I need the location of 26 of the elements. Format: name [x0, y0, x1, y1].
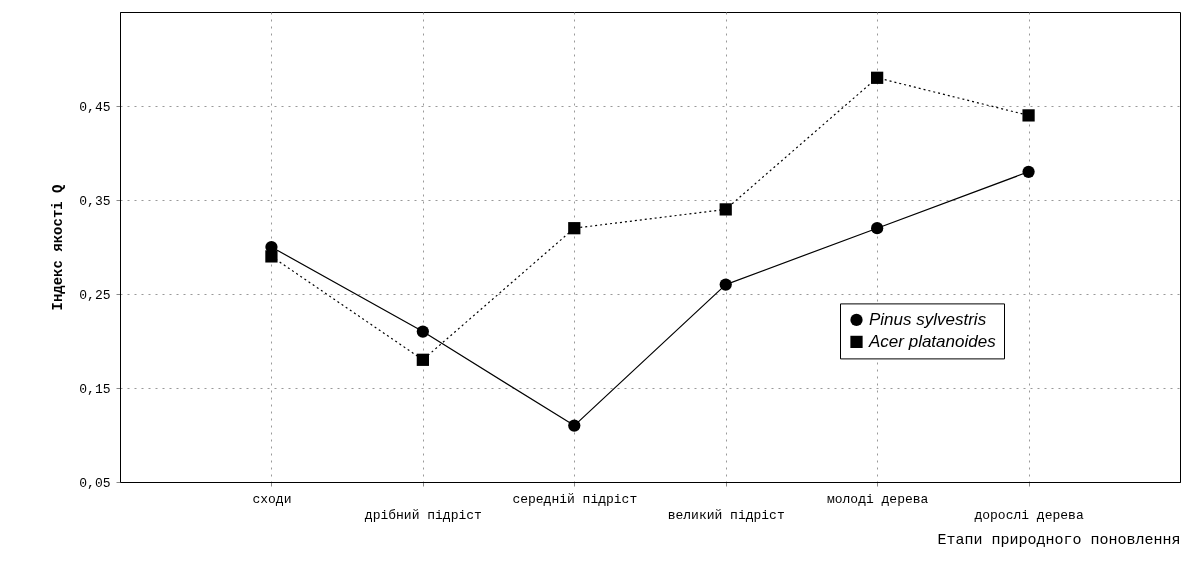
x-tick-label: сходи: [252, 491, 292, 507]
point: [719, 278, 732, 291]
point: [1022, 109, 1035, 122]
y-tick-label: 0,05: [79, 475, 111, 491]
y-tick-label: 0,25: [79, 287, 111, 303]
point: [568, 222, 581, 235]
x-tick-label: дорослі дерева: [974, 507, 1084, 523]
y-tick-label: 0,45: [79, 99, 111, 115]
x-tick-label: великий підріст: [667, 507, 785, 523]
y-tick-label: 0,35: [79, 193, 111, 209]
point: [265, 250, 278, 263]
x-tick-label: середній підріст: [512, 491, 638, 507]
point: [871, 71, 884, 84]
point: [416, 353, 429, 366]
point: [568, 419, 581, 432]
legend-label: Acer platanoides: [868, 331, 997, 351]
point: [416, 325, 429, 338]
y-axis-title: Індекс якості Q: [50, 184, 67, 311]
legend-label: Pinus sylvestris: [869, 309, 987, 329]
point: [719, 203, 732, 216]
point: [1022, 165, 1035, 178]
x-tick-label: дрібний підріст: [364, 507, 482, 523]
x-tick-label: молоді дерева: [826, 491, 929, 507]
point: [871, 222, 884, 235]
x-axis-title: Етапи природного поновлення: [937, 531, 1181, 549]
y-tick-label: 0,15: [79, 381, 111, 397]
